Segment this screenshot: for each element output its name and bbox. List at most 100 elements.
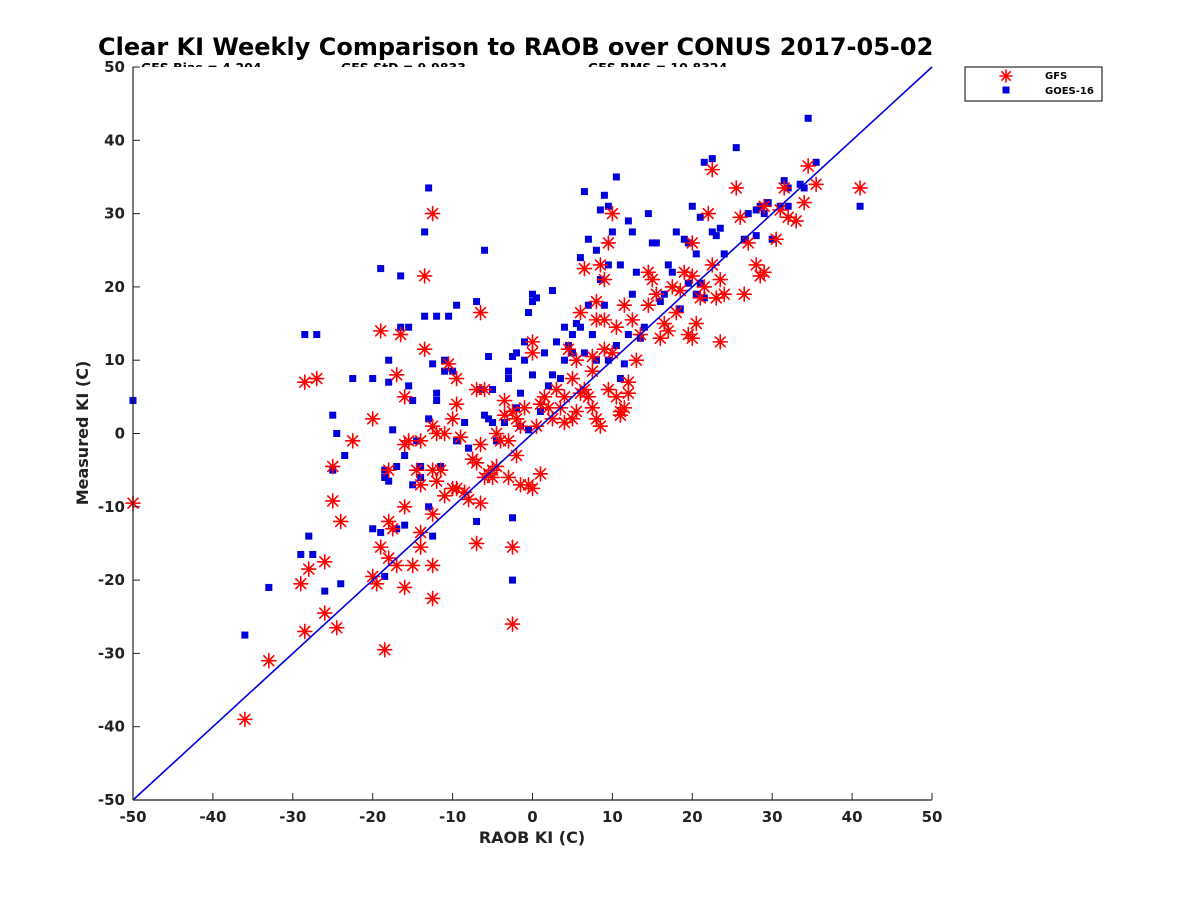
goes-point [329, 411, 337, 419]
gfs-point [364, 411, 381, 427]
x-tick-label: 20 [682, 808, 703, 826]
goes-point [744, 210, 752, 218]
gfs-point [261, 652, 277, 669]
goes-point [624, 217, 632, 225]
goes-point [696, 213, 704, 221]
goes-point [485, 415, 493, 423]
goes-point [784, 202, 792, 210]
goes-point [333, 430, 341, 437]
gfs-point [592, 418, 609, 434]
goes-point [592, 246, 600, 254]
gfs-point [568, 403, 585, 420]
goes-point [385, 477, 393, 485]
x-tick-label: -10 [439, 808, 466, 826]
goes-point [668, 268, 676, 276]
x-tick-label: 40 [842, 808, 863, 826]
gfs-point [444, 411, 461, 427]
goes-point [604, 202, 612, 210]
goes-point [321, 587, 329, 595]
y-tick-label: -40 [98, 718, 125, 736]
y-tick-label: -10 [98, 498, 125, 516]
gfs-point [776, 180, 792, 196]
goes-point [521, 338, 529, 346]
gfs-point [376, 641, 393, 658]
gfs-point [564, 370, 581, 387]
gfs-point [408, 462, 425, 478]
goes-point [600, 191, 608, 199]
goes-point [433, 397, 441, 405]
goes-point [584, 301, 592, 309]
gfs-point [344, 433, 361, 449]
gfs-point [616, 297, 633, 314]
goes-point [712, 232, 720, 240]
gfs-point [628, 352, 645, 369]
gfs-point [640, 297, 657, 314]
goes-point [812, 158, 820, 166]
goes-point [716, 224, 724, 232]
goes-point [473, 517, 481, 525]
goes-point [560, 356, 568, 364]
one-to-one-line [132, 66, 933, 801]
y-tick-label: 50 [104, 58, 125, 76]
gfs-point [504, 616, 521, 632]
legend-gfs-marker [999, 69, 1013, 83]
goes-point [560, 323, 568, 331]
goes-point [425, 503, 433, 511]
goes-point [433, 389, 441, 397]
goes-point [640, 323, 648, 331]
gfs-point [768, 231, 784, 248]
gfs-point [432, 462, 449, 478]
gfs-point [412, 477, 429, 493]
gfs-point [328, 619, 345, 636]
gfs-point [428, 473, 445, 489]
goes-point [664, 261, 672, 269]
goes-point [532, 294, 540, 302]
goes-point [700, 158, 708, 166]
gfs-point [656, 315, 673, 332]
goes-point [548, 287, 556, 295]
gfs-point [596, 312, 613, 328]
y-tick-label: -20 [98, 571, 125, 589]
goes-point [429, 360, 437, 368]
goes-point [389, 426, 397, 434]
goes-point [529, 290, 536, 298]
goes-point [301, 331, 309, 339]
goes-point [509, 576, 517, 584]
gfs-point [500, 433, 517, 449]
gfs-point [424, 205, 441, 222]
gfs-point [608, 319, 625, 336]
gfs-point [488, 425, 505, 442]
gfs-point [452, 429, 469, 445]
goes-point [648, 239, 656, 247]
gfs-point [644, 271, 661, 288]
gfs-point [316, 605, 333, 621]
goes-point [517, 389, 525, 397]
gfs-point [624, 312, 641, 328]
goes-point [572, 320, 580, 328]
goes-point [337, 580, 345, 588]
gfs-point [388, 557, 405, 574]
gfs-point [596, 271, 613, 288]
goes-point [421, 228, 429, 236]
goes-point [656, 298, 664, 306]
gfs-point [852, 180, 868, 196]
gfs-point [504, 539, 521, 555]
gfs-point [740, 235, 757, 251]
goes-point [377, 265, 385, 273]
gfs-point [796, 194, 812, 211]
gfs-point [524, 480, 541, 497]
goes-point [409, 481, 417, 489]
goes-point [441, 367, 449, 375]
goes-point [297, 550, 305, 558]
gfs-point [396, 389, 413, 405]
gfs-point [424, 418, 441, 434]
gfs-point [296, 374, 313, 390]
goes-point [616, 261, 624, 269]
goes-point [505, 367, 513, 375]
gfs-point [380, 513, 397, 530]
gfs-point [468, 455, 485, 471]
goes-point [265, 583, 273, 591]
goes-point [684, 279, 692, 287]
gfs-point [396, 579, 413, 596]
